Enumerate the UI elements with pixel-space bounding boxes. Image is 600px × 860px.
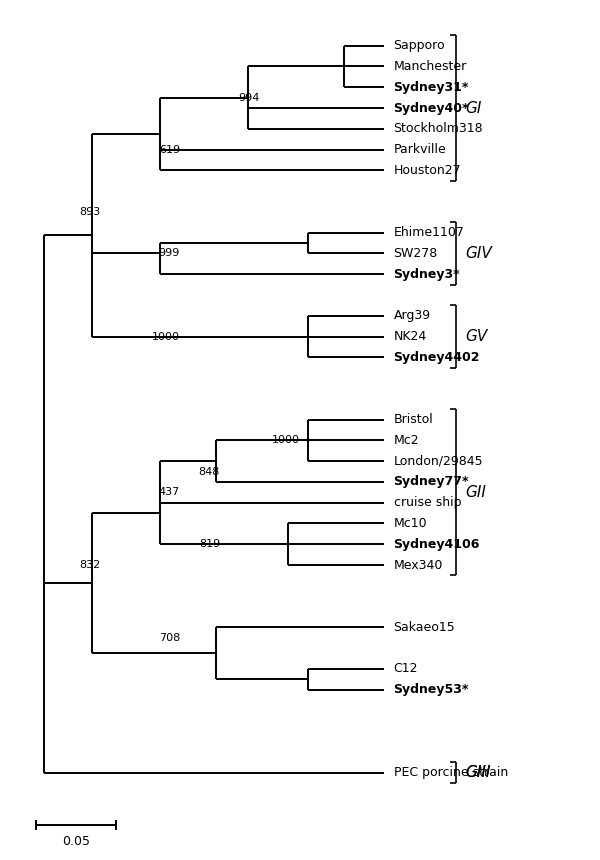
Text: Mex340: Mex340 [394,558,443,572]
Text: PEC porcine strain: PEC porcine strain [394,766,508,779]
Text: cruise ship: cruise ship [394,496,461,509]
Text: Ehime1107: Ehime1107 [394,226,464,239]
Text: GII: GII [466,485,487,500]
Text: 1000: 1000 [152,331,180,341]
Text: 0.05: 0.05 [62,835,90,848]
Text: GIII: GIII [466,765,491,780]
Text: Stockholm318: Stockholm318 [394,122,483,135]
Text: Parkville: Parkville [394,143,446,156]
Text: Sakaeo15: Sakaeo15 [394,621,455,634]
Text: GI: GI [466,101,482,115]
Text: 619: 619 [159,144,180,155]
Text: NK24: NK24 [394,330,427,343]
Text: C12: C12 [394,662,418,675]
Text: Sydney77*: Sydney77* [394,476,469,488]
Text: Manchester: Manchester [394,60,467,73]
Text: Arg39: Arg39 [394,310,431,322]
Text: 437: 437 [159,488,180,497]
Text: 1000: 1000 [272,435,300,445]
Text: Mc10: Mc10 [394,517,427,530]
Text: Sydney40*: Sydney40* [394,101,469,114]
Text: 994: 994 [239,93,260,102]
Text: Sydney4106: Sydney4106 [394,538,480,550]
Text: Sydney31*: Sydney31* [394,81,469,94]
Text: 893: 893 [79,207,100,217]
Text: GIV: GIV [466,246,492,261]
Text: Sydney4402: Sydney4402 [394,351,480,364]
Text: GIII: GIII [466,765,491,780]
Text: Sydney53*: Sydney53* [394,683,469,696]
Text: Mc2: Mc2 [394,434,419,447]
Text: 832: 832 [79,560,100,570]
Text: Sapporo: Sapporo [394,40,445,52]
Text: GV: GV [466,329,488,344]
Text: 848: 848 [199,466,220,476]
Text: 819: 819 [199,539,220,550]
Text: 999: 999 [158,249,180,259]
Text: Houston27: Houston27 [394,164,461,177]
Text: 708: 708 [159,633,180,642]
Text: London/29845: London/29845 [394,455,483,468]
Text: Bristol: Bristol [394,413,433,426]
Text: Sydney3*: Sydney3* [394,267,460,280]
Text: SW278: SW278 [394,247,438,260]
